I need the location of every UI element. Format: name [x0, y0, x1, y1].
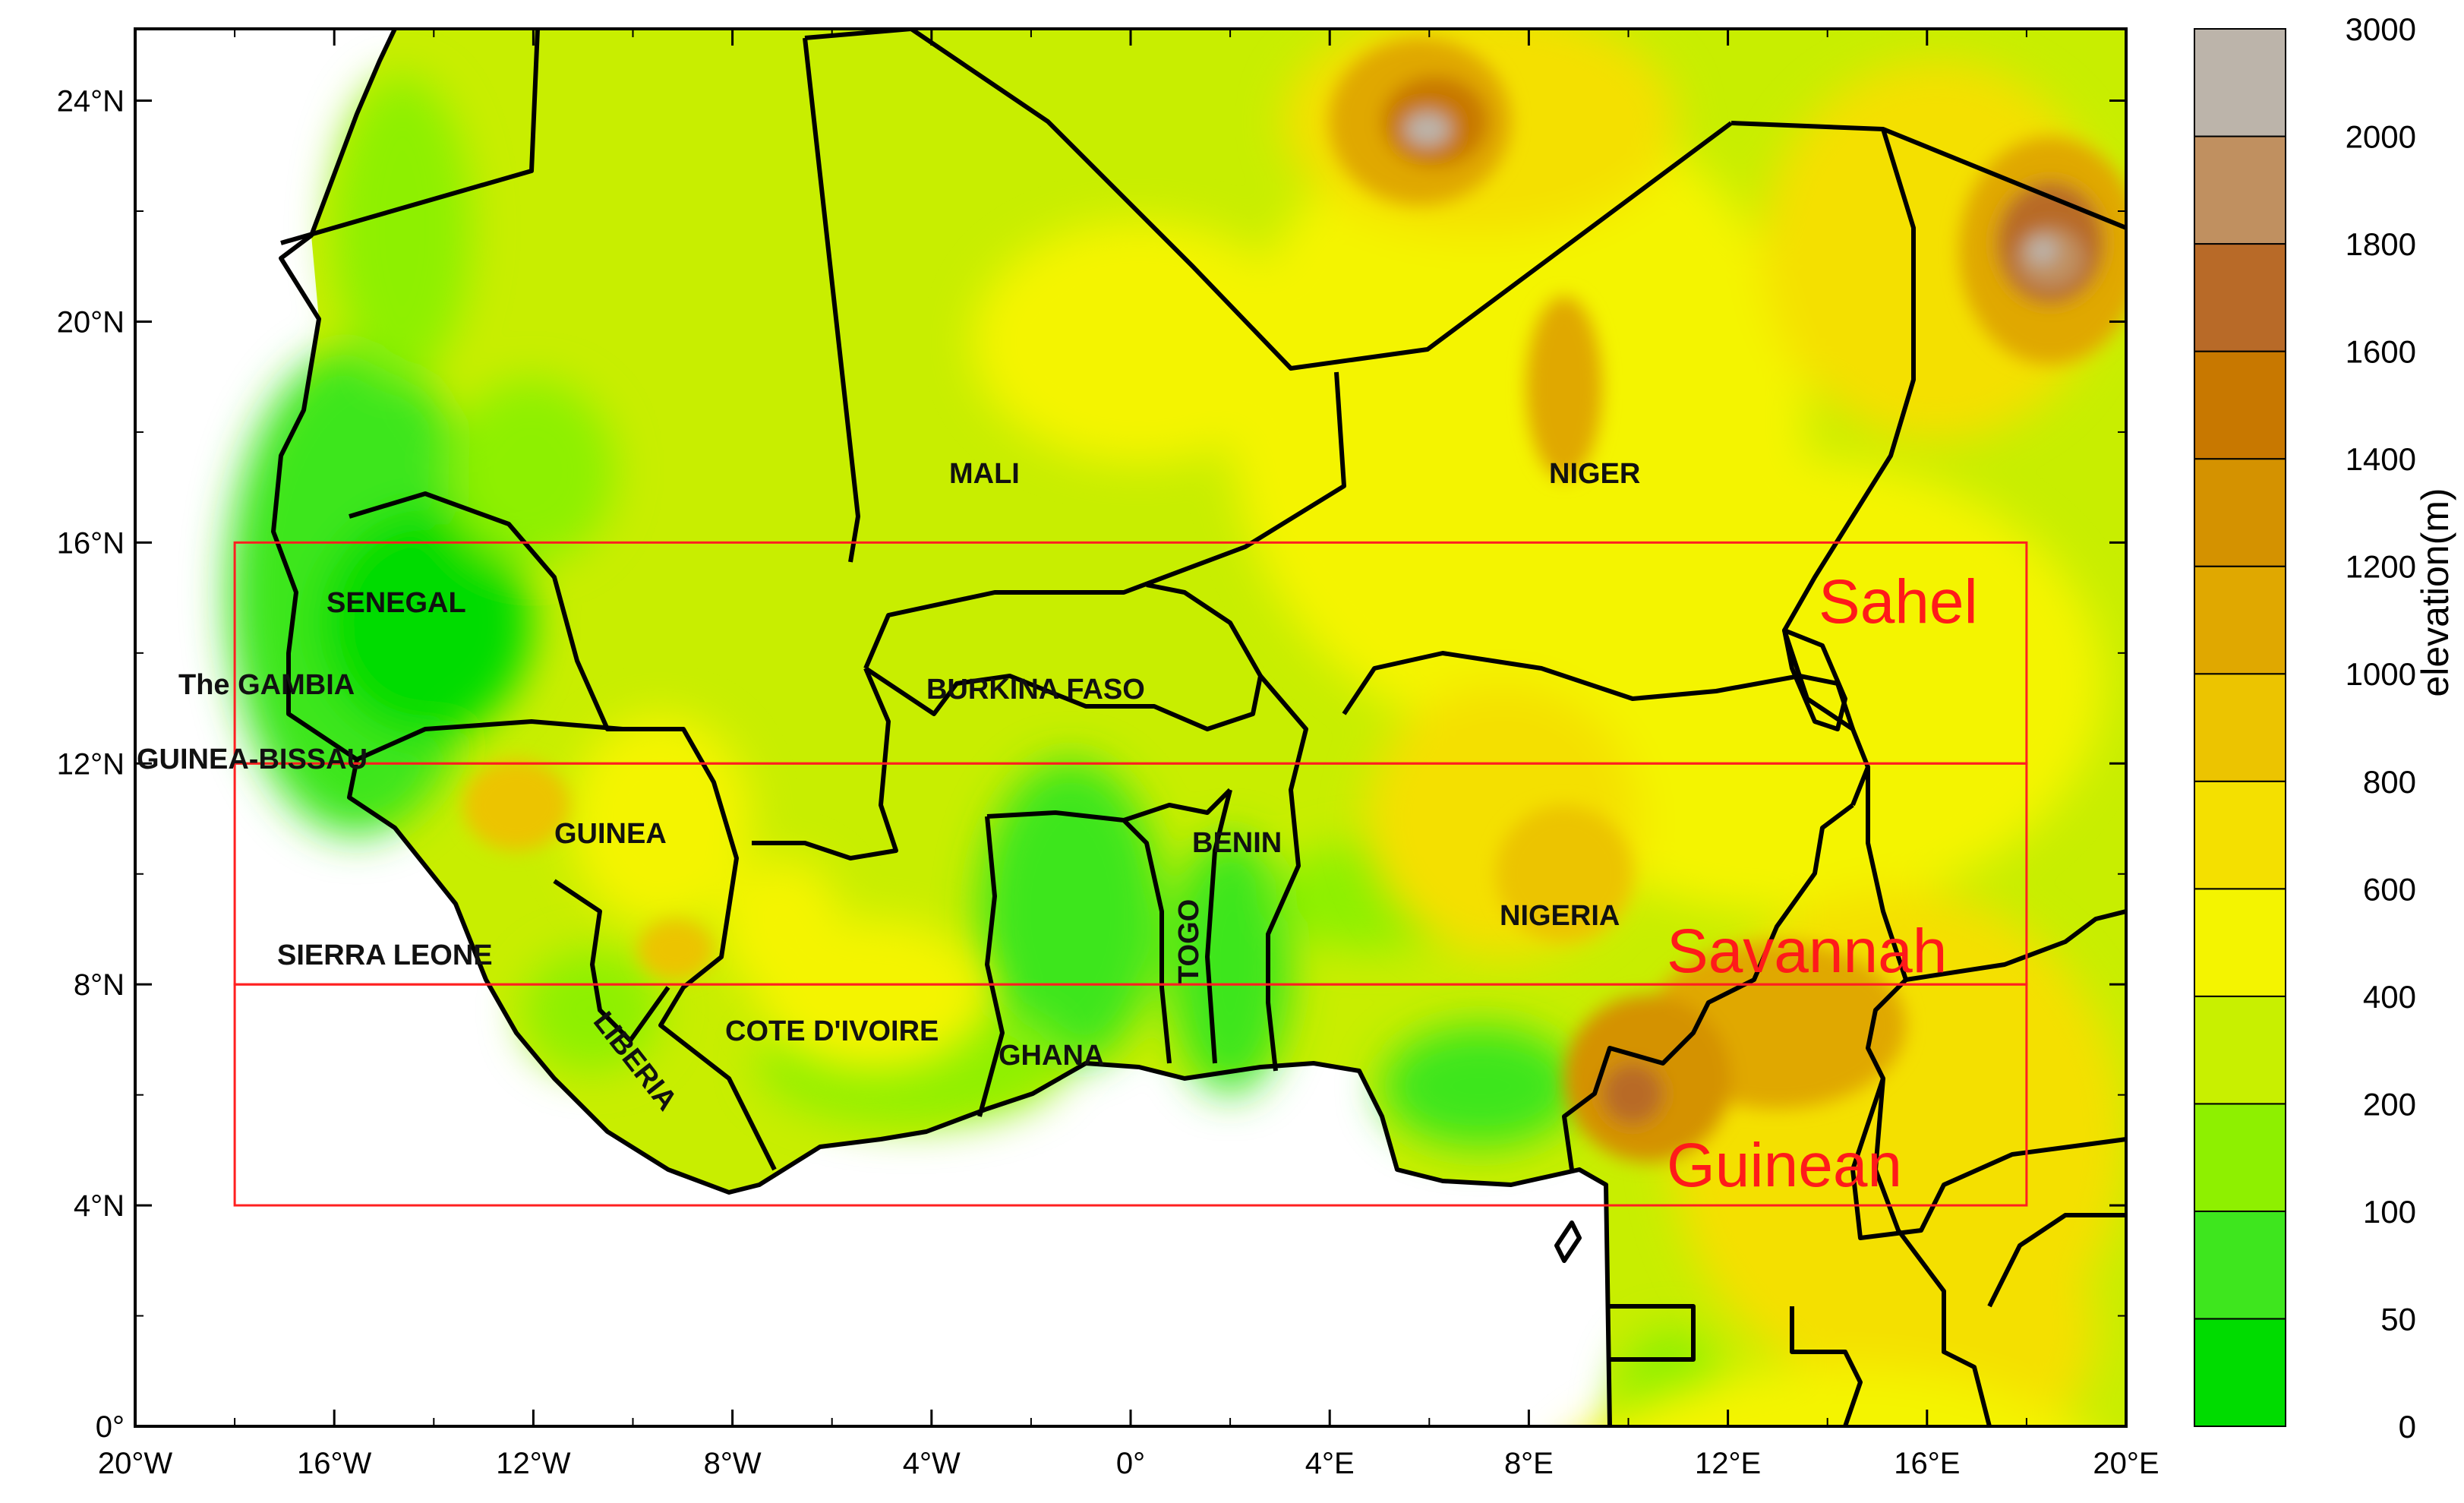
region-labels: Sahel Savannah Guinean	[1667, 567, 1978, 1200]
coastline	[271, 29, 1612, 1426]
y-tick-label: 12°N	[57, 747, 125, 781]
colorbar-tick-label: 1800	[2346, 226, 2416, 262]
y-tick-label: 16°N	[57, 526, 125, 560]
x-tick-label: 8°E	[1504, 1447, 1554, 1480]
label-sahel: Sahel	[1819, 567, 1978, 636]
colorbar-segment	[2194, 135, 2286, 245]
colorbar-segment	[2194, 780, 2286, 890]
label-savannah: Savannah	[1667, 917, 1947, 986]
colorbar-tick-label: 1400	[2346, 441, 2416, 477]
label-gambia: The GAMBIA	[178, 669, 355, 701]
colorbar-segment	[2194, 673, 2286, 782]
x-tick-label: 20°E	[2093, 1447, 2159, 1480]
colorbar-tick-label: 200	[2363, 1086, 2416, 1122]
colorbar-tick-label: 800	[2363, 764, 2416, 800]
colorbar-segment	[2194, 888, 2286, 997]
x-tick-label: 16°W	[297, 1447, 371, 1480]
colorbar-tick-label: 3000	[2346, 11, 2416, 47]
colorbar-segment	[2194, 1210, 2286, 1320]
label-guinea: GUINEA	[554, 818, 667, 850]
y-tick-label: 4°N	[74, 1189, 125, 1223]
label-senegal: SENEGAL	[327, 587, 466, 619]
colorbar-segment	[2194, 565, 2286, 675]
label-niger: NIGER	[1549, 458, 1640, 490]
x-tick-label: 0°	[1116, 1447, 1145, 1480]
label-nigeria: NIGERIA	[1500, 900, 1620, 932]
label-cote-divoire: COTE D'IVOIRE	[725, 1015, 939, 1047]
label-benin: BENIN	[1192, 827, 1282, 859]
colorbar-tick-label: 400	[2363, 979, 2416, 1015]
y-tick-label: 24°N	[57, 85, 125, 118]
y-tick-label: 8°N	[74, 968, 125, 1002]
colorbar-segment	[2194, 243, 2286, 352]
colorbar-segment	[2194, 995, 2286, 1105]
region-boxes	[233, 541, 2028, 1207]
y-tick-label: 0°	[96, 1410, 125, 1444]
colorbar-tick-label: 100	[2363, 1194, 2416, 1230]
x-tick-label: 16°E	[1894, 1447, 1960, 1480]
map-panel	[135, 29, 2126, 1426]
colorbar-segment	[2194, 28, 2286, 137]
axis-ticks: 20°W 16°W 12°W 8°W 4°W 0° 4°E 8°E 12°E 16°E 20°E 0°…	[57, 29, 2160, 1480]
colorbar: 0 50 100 200 400 600 800 1000 1200 1400 1600 1800 20…	[2194, 11, 2416, 1445]
colorbar-segment	[2194, 1103, 2286, 1212]
x-tick-label: 4°W	[903, 1447, 961, 1480]
colorbar-tick-label: 50	[2380, 1301, 2416, 1337]
label-togo: TOGO	[1173, 899, 1205, 984]
x-tick-label: 8°W	[704, 1447, 762, 1480]
colorbar-tick-label: 2000	[2346, 119, 2416, 155]
region-box-guinean	[233, 983, 2028, 1207]
x-tick-label: 20°W	[98, 1447, 172, 1480]
x-tick-label: 4°E	[1305, 1447, 1355, 1480]
colorbar-segment	[2194, 458, 2286, 567]
label-guinean: Guinean	[1667, 1131, 1902, 1200]
label-guinea-bissau: GUINEA-BISSAU	[137, 744, 368, 775]
colorbar-tick-label: 1600	[2346, 334, 2416, 370]
colorbar-tick-label: 600	[2363, 871, 2416, 907]
colorbar-label: elevation(m)	[2414, 488, 2456, 696]
y-tick-label: 20°N	[57, 305, 125, 339]
label-sierra-leone: SIERRA LEONE	[277, 939, 493, 971]
label-mali: MALI	[949, 458, 1020, 490]
label-ghana: GHANA	[999, 1040, 1104, 1072]
x-tick-label: 12°E	[1695, 1447, 1761, 1480]
colorbar-tick-label: 1000	[2346, 656, 2416, 692]
colorbar-segment	[2194, 350, 2286, 460]
country-labels: MALI NIGER SENEGAL The GAMBIA GUINEA-BIS…	[137, 458, 1640, 1116]
colorbar-segment	[2194, 1318, 2286, 1428]
label-burkina-faso: BURKINA FASO	[926, 674, 1145, 706]
political-boundaries	[271, 29, 2126, 1426]
x-tick-label: 12°W	[496, 1447, 570, 1480]
colorbar-tick-label: 0	[2399, 1409, 2416, 1445]
colorbar-tick-label: 1200	[2346, 549, 2416, 585]
